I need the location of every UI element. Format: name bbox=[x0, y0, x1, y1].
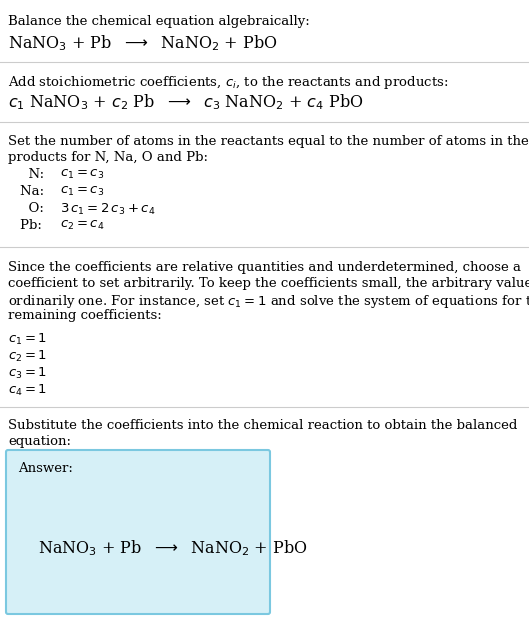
Text: $c_2 = c_4$: $c_2 = c_4$ bbox=[60, 219, 104, 232]
Text: Add stoichiometric coefficients, $c_i$, to the reactants and products:: Add stoichiometric coefficients, $c_i$, … bbox=[8, 74, 449, 91]
Text: Substitute the coefficients into the chemical reaction to obtain the balanced: Substitute the coefficients into the che… bbox=[8, 419, 517, 432]
Text: $c_1 = c_3$: $c_1 = c_3$ bbox=[60, 168, 104, 181]
FancyBboxPatch shape bbox=[6, 450, 270, 614]
Text: Balance the chemical equation algebraically:: Balance the chemical equation algebraica… bbox=[8, 15, 310, 28]
Text: $c_1$ NaNO$_3$ + $c_2$ Pb  $\longrightarrow$  $c_3$ NaNO$_2$ + $c_4$ PbO: $c_1$ NaNO$_3$ + $c_2$ Pb $\longrightarr… bbox=[8, 92, 363, 112]
Text: $c_2 = 1$: $c_2 = 1$ bbox=[8, 349, 47, 364]
Text: $c_4 = 1$: $c_4 = 1$ bbox=[8, 383, 47, 398]
Text: $c_1 = c_3$: $c_1 = c_3$ bbox=[60, 185, 104, 198]
Text: O:: O: bbox=[20, 202, 52, 215]
Text: remaining coefficients:: remaining coefficients: bbox=[8, 309, 162, 322]
Text: Pb:: Pb: bbox=[20, 219, 50, 232]
Text: Answer:: Answer: bbox=[18, 462, 73, 475]
Text: NaNO$_3$ + Pb  $\longrightarrow$  NaNO$_2$ + PbO: NaNO$_3$ + Pb $\longrightarrow$ NaNO$_2$… bbox=[38, 538, 307, 558]
Text: $c_3 = 1$: $c_3 = 1$ bbox=[8, 366, 47, 381]
Text: equation:: equation: bbox=[8, 435, 71, 448]
Text: $3\,c_1 = 2\,c_3 + c_4$: $3\,c_1 = 2\,c_3 + c_4$ bbox=[60, 202, 156, 217]
Text: products for N, Na, O and Pb:: products for N, Na, O and Pb: bbox=[8, 151, 208, 164]
Text: Set the number of atoms in the reactants equal to the number of atoms in the: Set the number of atoms in the reactants… bbox=[8, 135, 529, 148]
Text: N:: N: bbox=[20, 168, 52, 181]
Text: $c_1 = 1$: $c_1 = 1$ bbox=[8, 332, 47, 347]
Text: ordinarily one. For instance, set $c_1 = 1$ and solve the system of equations fo: ordinarily one. For instance, set $c_1 =… bbox=[8, 293, 529, 310]
Text: NaNO$_3$ + Pb  $\longrightarrow$  NaNO$_2$ + PbO: NaNO$_3$ + Pb $\longrightarrow$ NaNO$_2$… bbox=[8, 33, 278, 53]
Text: Na:: Na: bbox=[20, 185, 52, 198]
Text: Since the coefficients are relative quantities and underdetermined, choose a: Since the coefficients are relative quan… bbox=[8, 261, 521, 274]
Text: coefficient to set arbitrarily. To keep the coefficients small, the arbitrary va: coefficient to set arbitrarily. To keep … bbox=[8, 277, 529, 290]
